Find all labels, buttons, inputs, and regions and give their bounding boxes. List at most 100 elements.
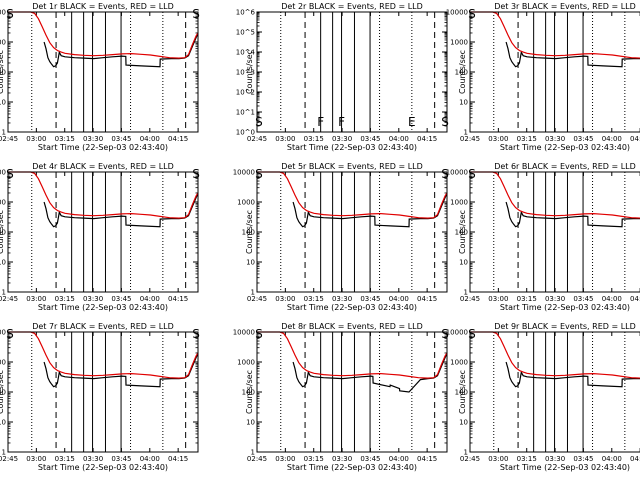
x-tick-label: 04:15 [417,135,437,143]
chart-title: Det 2r BLACK = Events, RED = LLD [281,2,423,11]
x-tick-label: 03:15 [55,295,75,303]
x-tick-label: 03:30 [545,455,565,463]
x-axis-label: Start Time (22-Sep-03 02:43:40) [500,463,630,472]
plot-frame [469,331,640,453]
y-tick-label: 10000 [0,329,6,337]
y-tick-label: 1000 [0,359,6,367]
x-tick-label: 03:15 [517,455,537,463]
y-axis-label: Counts/sec [0,50,5,94]
plot-frame [469,11,640,133]
x-axis-label: Start Time (22-Sep-03 02:43:40) [287,303,417,312]
y-tick-label: 100 [455,69,468,77]
x-tick-label: 03:00 [26,455,46,463]
y-tick-label: 10000 [233,169,255,177]
event-letter-marker: S [468,167,476,181]
y-tick-label: 1 [251,449,255,457]
x-tick-label: 04:15 [168,295,188,303]
x-tick-label: 03:30 [545,295,565,303]
x-axis-label: Start Time (22-Sep-03 02:43:40) [287,143,417,152]
x-tick-label: 02:45 [247,135,267,143]
x-tick-label: 03:15 [304,135,324,143]
y-axis-label: Counts/sec [458,370,467,414]
x-tick-label: 04:00 [389,295,409,303]
x-tick-label: 02:45 [247,295,267,303]
x-tick-label: 03:30 [83,295,103,303]
x-tick-label: 04:00 [140,455,160,463]
y-tick-label: 10000 [446,329,468,337]
x-axis-label: Start Time (22-Sep-03 02:43:40) [38,463,168,472]
event-letter-marker: S [192,327,200,341]
x-tick-label: 03:15 [55,135,75,143]
y-tick-label: 10 [459,99,468,107]
x-tick-label: 03:45 [573,295,593,303]
y-tick-label: 1000 [450,199,468,207]
y-tick-label: 100 [0,229,6,237]
y-tick-label: 10 [246,259,255,267]
x-tick-label: 02:45 [0,295,18,303]
x-tick-label: 03:15 [517,135,537,143]
event-letter-marker: F [317,115,324,129]
y-tick-label: 1000 [450,359,468,367]
x-tick-label: 03:30 [83,135,103,143]
y-axis-label: Counts/sec [0,370,5,414]
y-tick-label: 100 [0,389,6,397]
chart-title: Det 5r BLACK = Events, RED = LLD [281,162,423,171]
x-tick-label: 03:30 [332,455,352,463]
y-tick-label: 1 [2,289,6,297]
x-tick-label: 04:15 [630,135,640,143]
y-axis-label: Counts/sec [245,210,254,254]
x-tick-label: 04:00 [389,455,409,463]
y-tick-label: 100 [455,229,468,237]
x-tick-label: 04:15 [168,135,188,143]
plot-frame [256,11,448,133]
events-series-line [505,201,640,228]
x-tick-label: 04:00 [140,295,160,303]
x-tick-label: 03:30 [332,135,352,143]
y-tick-label: 1 [2,129,6,137]
chart-title: Det 6r BLACK = Events, RED = LLD [494,162,636,171]
x-tick-label: 03:30 [545,135,565,143]
x-axis-label: Start Time (22-Sep-03 02:43:40) [38,303,168,312]
x-tick-label: 02:45 [460,295,480,303]
y-tick-label: 10000 [233,329,255,337]
x-tick-label: 02:45 [460,455,480,463]
event-letter-marker: S [192,7,200,21]
y-axis-label: Counts/sec [0,210,5,254]
y-tick-label: 100 [242,389,255,397]
event-letter-marker: S [255,115,263,129]
events-series-line [505,41,640,68]
x-tick-label: 04:15 [168,455,188,463]
x-axis-label: Start Time (22-Sep-03 02:43:40) [287,463,417,472]
x-tick-label: 04:00 [602,295,622,303]
x-tick-label: 03:30 [332,295,352,303]
y-tick-label: 10 [459,259,468,267]
x-tick-label: 03:45 [360,135,380,143]
x-tick-label: 04:15 [417,455,437,463]
y-tick-label: 10^5 [236,29,255,37]
y-tick-label: 10^6 [236,9,256,17]
x-tick-label: 02:45 [460,135,480,143]
x-tick-label: 03:15 [304,455,324,463]
events-series-line [505,361,640,388]
y-tick-label: 10000 [446,9,468,17]
plot-frame [7,171,199,293]
y-tick-label: 1 [464,129,468,137]
x-tick-label: 03:45 [111,295,131,303]
x-tick-label: 04:15 [630,455,640,463]
x-tick-label: 03:45 [573,455,593,463]
x-axis-label: Start Time (22-Sep-03 02:43:40) [500,303,630,312]
x-tick-label: 04:00 [389,135,409,143]
x-tick-label: 03:45 [111,455,131,463]
y-axis-label: Counts/sec [245,50,254,94]
plot-frame [469,171,640,293]
y-tick-label: 10 [246,419,255,427]
x-tick-label: 03:00 [488,455,508,463]
x-tick-label: 03:00 [26,295,46,303]
chart-title: Det 9r BLACK = Events, RED = LLD [494,322,636,331]
event-letter-marker: S [468,327,476,341]
y-tick-label: 1000 [450,39,468,47]
y-tick-label: 10^1 [236,109,255,117]
y-tick-label: 10000 [0,9,6,17]
x-tick-label: 02:45 [0,135,18,143]
